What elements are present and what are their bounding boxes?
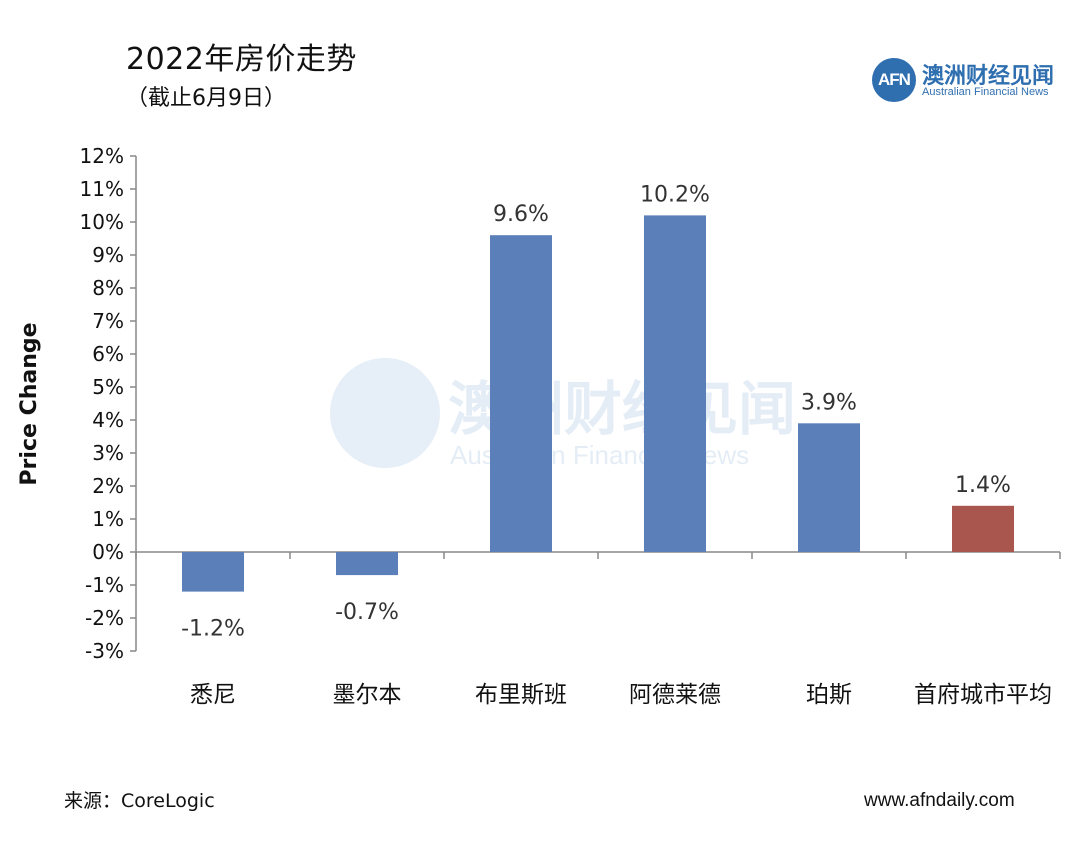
data-label: 9.6% <box>493 202 549 227</box>
bar-1 <box>182 552 244 592</box>
category-label: 布里斯班 <box>475 682 567 708</box>
bar-2 <box>336 552 398 576</box>
watermark-logo-mark <box>330 358 440 468</box>
website-url: www.afndaily.com <box>864 790 1015 811</box>
data-label: 10.2% <box>640 182 710 207</box>
y-tick-label: -2% <box>85 606 124 630</box>
category-label: 珀斯 <box>806 682 852 708</box>
source-note: 来源：CoreLogic <box>64 790 215 812</box>
afn-logo: AFN 澳洲财经见闻 Australian Financial News <box>872 58 1072 102</box>
bar-5 <box>798 423 860 552</box>
y-tick-label: 10% <box>80 210 124 234</box>
y-tick-label: -3% <box>85 639 124 663</box>
y-tick-label: -1% <box>85 573 124 597</box>
chart-title: 2022年房价走势 <box>126 42 357 77</box>
y-tick-label: 8% <box>92 276 124 300</box>
y-tick-label: 2% <box>92 474 124 498</box>
y-tick-label: 12% <box>80 144 124 168</box>
y-tick-label: 6% <box>92 342 124 366</box>
y-tick-label: 1% <box>92 507 124 531</box>
category-label: 墨尔本 <box>333 682 402 708</box>
data-label: 3.9% <box>801 390 857 415</box>
y-tick-label: 5% <box>92 375 124 399</box>
bar-6 <box>952 505 1014 552</box>
y-tick-label: 9% <box>92 243 124 267</box>
afn-logo-name-cn: 澳洲财经见闻 <box>922 64 1055 89</box>
category-label: 首府城市平均 <box>914 682 1052 708</box>
y-tick-label: 7% <box>92 309 124 333</box>
data-label: 1.4% <box>955 473 1011 498</box>
chart-subtitle: （截止6月9日） <box>126 86 286 111</box>
y-tick-label: 0% <box>92 540 124 564</box>
bar-4 <box>644 215 706 552</box>
afn-logo-mark: AFN <box>872 58 916 102</box>
y-tick-label: 11% <box>80 177 124 201</box>
afn-logo-name-en: Australian Financial News <box>922 86 1049 98</box>
category-label: 悉尼 <box>190 682 236 708</box>
y-tick-label: 3% <box>92 441 124 465</box>
y-axis-label: Price Change <box>17 322 42 485</box>
y-tick-label: 4% <box>92 408 124 432</box>
data-label: -0.7% <box>335 600 399 625</box>
bar-3 <box>490 235 552 552</box>
data-label: -1.2% <box>181 617 245 642</box>
category-label: 阿德莱德 <box>629 682 721 708</box>
